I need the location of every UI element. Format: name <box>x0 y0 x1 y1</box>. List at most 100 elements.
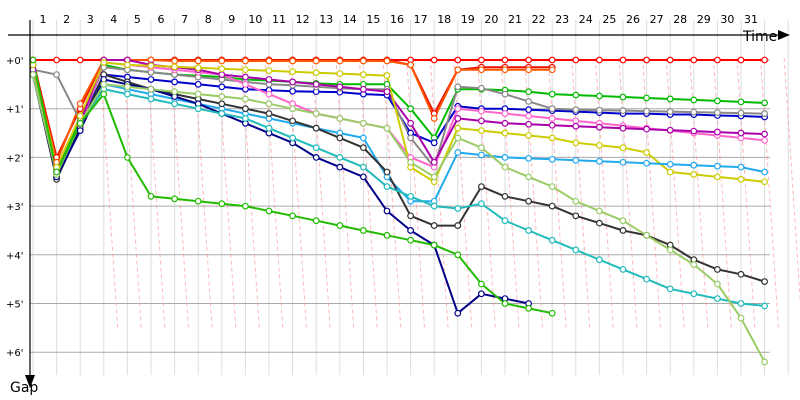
x-tick-label: 19 <box>461 13 475 26</box>
data-point <box>76 100 84 108</box>
data-point <box>289 117 297 125</box>
data-point <box>761 302 768 310</box>
x-tick-label: 3 <box>87 13 94 26</box>
data-point <box>407 212 415 220</box>
data-point <box>478 290 485 298</box>
dashed-connector <box>618 57 638 331</box>
data-point <box>407 236 415 244</box>
data-point <box>218 83 226 91</box>
data-point <box>501 129 509 137</box>
data-point <box>407 158 415 166</box>
data-point <box>336 134 344 142</box>
data-point <box>147 192 155 200</box>
data-point <box>761 178 768 186</box>
data-point <box>289 87 297 95</box>
y-tick-label: +6' <box>6 348 24 359</box>
data-point <box>643 275 650 283</box>
data-point <box>714 162 721 170</box>
data-point <box>619 56 627 64</box>
data-point <box>643 149 650 156</box>
data-point <box>336 57 344 65</box>
data-point <box>383 124 391 132</box>
data-point <box>312 124 320 132</box>
data-point <box>265 67 273 75</box>
data-point <box>548 236 556 244</box>
data-point <box>53 168 60 176</box>
data-point <box>265 207 273 215</box>
data-point <box>241 57 249 65</box>
data-point <box>147 85 155 93</box>
data-point <box>478 56 485 64</box>
dashed-connector <box>760 57 780 331</box>
data-point <box>336 163 344 171</box>
data-point <box>241 115 249 122</box>
data-point <box>596 207 603 215</box>
x-tick-label: 26 <box>626 13 640 26</box>
data-point <box>548 155 556 163</box>
data-point <box>548 56 556 64</box>
data-point <box>383 231 391 239</box>
data-point <box>53 56 60 64</box>
data-point <box>666 246 674 254</box>
data-point <box>525 173 532 181</box>
data-point <box>761 168 768 176</box>
data-point <box>548 115 556 122</box>
data-point <box>690 171 698 178</box>
dashed-connector <box>783 57 800 305</box>
dashed-connector <box>476 57 496 331</box>
data-point <box>596 219 603 227</box>
x-tick-labels: 1 2 3 4 5 6 7 8 9 10 11 12 13 14 15 16 17 18 19 20 21 22 23 24 2… <box>40 13 759 26</box>
data-point <box>194 80 202 88</box>
data-point <box>430 158 438 166</box>
data-point <box>548 202 556 210</box>
x-tick-label: 6 <box>158 13 165 26</box>
data-point <box>454 134 462 142</box>
data-point <box>761 110 768 117</box>
data-point <box>737 270 745 278</box>
data-point <box>525 154 532 162</box>
x-tick-label: 16 <box>390 13 404 26</box>
data-point <box>737 300 745 307</box>
dashed-connector <box>665 57 685 331</box>
data-point <box>241 80 249 88</box>
data-point <box>289 134 297 142</box>
y-tick-label: +0' <box>6 56 24 67</box>
data-point <box>478 117 485 125</box>
data-point <box>714 173 721 181</box>
data-point <box>289 78 297 86</box>
y-tick-label: +2' <box>6 153 24 164</box>
data-point <box>147 95 155 103</box>
data-point <box>430 139 438 147</box>
data-point <box>123 61 131 69</box>
data-point <box>761 136 768 144</box>
dashed-connector <box>358 57 378 331</box>
data-point <box>596 56 603 64</box>
data-point <box>596 141 603 149</box>
data-point <box>666 160 674 168</box>
data-point <box>761 99 768 107</box>
data-point <box>596 106 603 114</box>
data-point <box>761 358 768 366</box>
data-point <box>619 217 627 225</box>
data-point <box>360 119 367 127</box>
data-point <box>525 88 532 96</box>
data-point <box>171 88 179 96</box>
series-line <box>32 74 765 203</box>
data-point <box>312 57 320 65</box>
dashed-connector <box>240 57 260 331</box>
data-point <box>383 183 391 191</box>
data-point <box>336 222 344 229</box>
data-point <box>312 80 320 88</box>
x-tick-label: 20 <box>484 13 498 26</box>
x-tick-label: 27 <box>650 13 664 26</box>
data-point <box>643 94 650 102</box>
data-point <box>171 78 179 86</box>
data-point <box>501 56 509 64</box>
y-tick-labels: +0' +1' +2' +3' +4' +5' +6' <box>6 56 24 359</box>
dashed-connector <box>689 57 709 331</box>
x-tick-label: 11 <box>272 13 286 26</box>
data-point <box>454 66 462 74</box>
data-point <box>525 132 532 139</box>
data-point <box>218 93 226 100</box>
